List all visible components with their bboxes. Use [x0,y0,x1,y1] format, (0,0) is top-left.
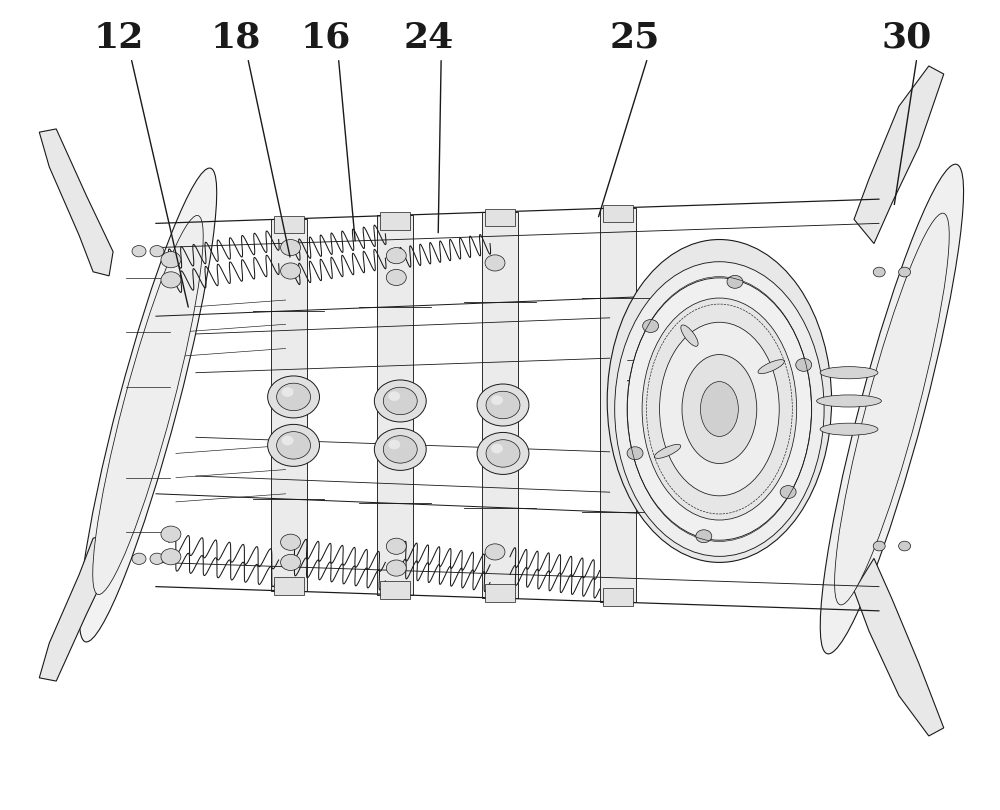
FancyBboxPatch shape [485,209,515,226]
Polygon shape [271,219,307,591]
Circle shape [281,554,301,570]
Circle shape [132,553,146,565]
Polygon shape [39,534,113,681]
Circle shape [277,432,311,459]
Circle shape [386,560,406,576]
Circle shape [268,424,320,467]
Text: 25: 25 [609,21,660,55]
Circle shape [899,267,911,277]
Circle shape [383,436,417,463]
Ellipse shape [682,355,757,463]
Circle shape [899,541,911,551]
Polygon shape [600,208,636,602]
Circle shape [282,436,294,446]
Circle shape [643,320,659,332]
Circle shape [477,433,529,475]
Ellipse shape [835,213,949,605]
Circle shape [696,530,712,543]
FancyBboxPatch shape [380,581,410,599]
Text: 18: 18 [211,21,261,55]
Circle shape [873,541,885,551]
FancyBboxPatch shape [380,212,410,230]
FancyBboxPatch shape [485,585,515,602]
Circle shape [780,486,796,498]
Circle shape [486,391,520,419]
Polygon shape [377,215,413,595]
Ellipse shape [654,445,681,458]
Circle shape [161,252,181,268]
Circle shape [477,384,529,426]
Ellipse shape [820,164,964,654]
Circle shape [873,267,885,277]
Polygon shape [854,66,944,244]
Circle shape [132,245,146,257]
FancyBboxPatch shape [603,205,633,223]
Ellipse shape [642,298,797,520]
Ellipse shape [79,168,217,642]
Ellipse shape [627,278,812,540]
Ellipse shape [93,215,203,595]
Circle shape [485,255,505,271]
Ellipse shape [700,382,738,437]
Circle shape [388,391,400,401]
Ellipse shape [758,360,784,373]
FancyBboxPatch shape [274,215,304,233]
Circle shape [281,240,301,256]
Ellipse shape [681,325,698,347]
Circle shape [386,248,406,264]
Polygon shape [39,129,113,276]
Circle shape [485,544,505,560]
Circle shape [268,376,320,418]
Circle shape [627,447,643,459]
Circle shape [281,534,301,550]
Polygon shape [854,558,944,736]
FancyBboxPatch shape [274,578,304,595]
Circle shape [796,358,812,371]
FancyBboxPatch shape [603,588,633,606]
Ellipse shape [817,395,881,407]
Text: 12: 12 [94,21,144,55]
Circle shape [386,538,406,554]
Circle shape [150,553,164,565]
Circle shape [150,245,164,257]
Ellipse shape [660,322,779,496]
Circle shape [727,275,743,288]
Text: 30: 30 [882,21,932,55]
Circle shape [374,380,426,422]
Circle shape [277,383,311,411]
Circle shape [161,548,181,565]
Circle shape [486,440,520,467]
Circle shape [491,444,503,454]
Circle shape [386,270,406,286]
Circle shape [281,263,301,279]
Circle shape [374,428,426,471]
Circle shape [383,387,417,415]
Ellipse shape [615,262,824,556]
Circle shape [161,526,181,542]
Circle shape [282,387,294,397]
Polygon shape [482,212,518,598]
Ellipse shape [820,423,878,435]
Circle shape [388,440,400,450]
Text: 16: 16 [300,21,351,55]
Circle shape [161,272,181,288]
Ellipse shape [820,367,878,379]
Circle shape [491,395,503,405]
Ellipse shape [607,240,832,562]
Text: 24: 24 [403,21,453,55]
